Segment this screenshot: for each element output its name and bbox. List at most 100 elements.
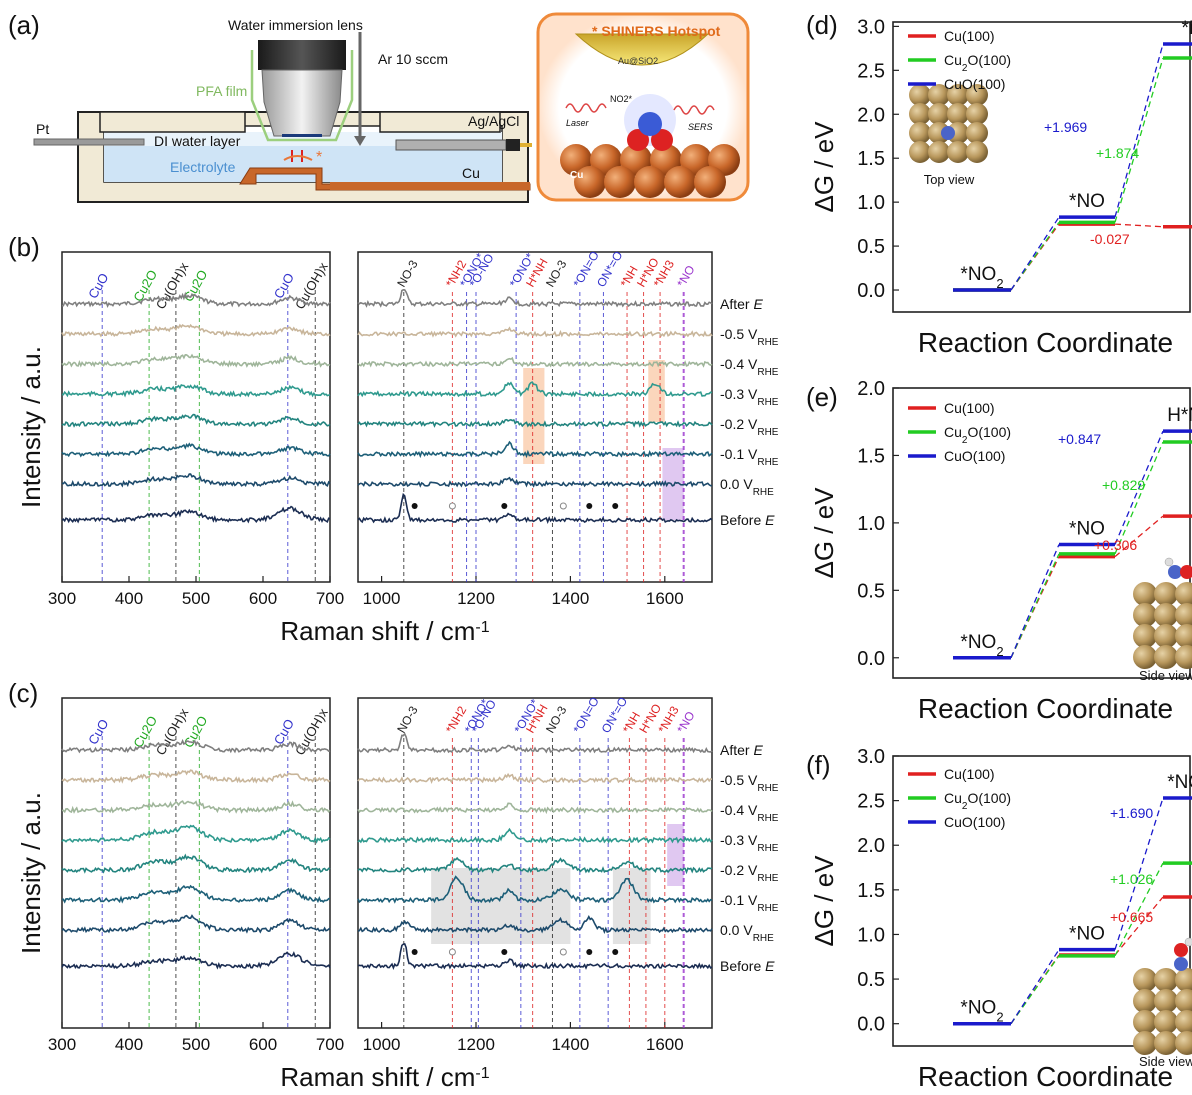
surface-atom	[1133, 603, 1157, 627]
ar-gas-arrow-icon	[354, 136, 366, 146]
panel-d: (d) 0.0 0.5 1.0 1.5 2.0 2.5 3.0 ΔG / eV Reaction…	[806, 10, 1192, 358]
state-label: *NO2	[960, 632, 1003, 659]
raman-spectrum-high	[357, 440, 713, 459]
raman-x-axis-label: Raman shift / cm-1	[280, 1062, 489, 1092]
y-tick-label: 1.0	[857, 192, 885, 214]
rhe-subscript: RHE	[757, 397, 778, 408]
raman-spectrum-high	[357, 732, 713, 754]
raman-spectrum-high	[357, 942, 713, 970]
surface-atom	[928, 84, 950, 106]
state-label: *NO	[1069, 924, 1105, 945]
dft-plot-frame	[892, 755, 1191, 1047]
raman-spectrum-high	[357, 772, 713, 784]
x-axis-unit-exponent: -1	[475, 619, 489, 636]
pt-wire	[33, 138, 145, 146]
surface-atom	[1175, 1031, 1192, 1055]
spectrum-potential-label: -0.2 VRHE	[720, 862, 779, 884]
adsorbate-label: NO2*	[610, 94, 633, 104]
inset-caption: Side view	[1139, 1054, 1192, 1069]
energy-change-annotation: +0.829	[1102, 477, 1145, 493]
legend-label: Cu(100)	[944, 28, 995, 44]
spectrum-potential-label: 0.0 VRHE	[720, 476, 774, 498]
lens-top	[258, 40, 346, 70]
cell-cap-right	[379, 111, 501, 133]
raman-spectrum-low	[61, 442, 331, 458]
h-adsorbate-atom	[1164, 557, 1174, 567]
panel-label-e: (e)	[806, 382, 838, 412]
surface-atom	[1154, 968, 1178, 992]
peak-label: CuO	[85, 716, 111, 747]
x-tick-label: 1400	[551, 1035, 589, 1054]
energy-connector	[1114, 57, 1164, 223]
legend-subscript: 2	[962, 801, 968, 812]
peak-label: NO-3	[394, 703, 421, 735]
energy-change-annotation: -0.027	[1090, 231, 1130, 247]
spectrum-potential-label: After E	[720, 296, 763, 312]
raman-spectrum-low	[61, 473, 331, 488]
x-tick-label: 500	[182, 1035, 210, 1054]
energy-connector	[1114, 43, 1164, 218]
filled-marker-dot	[411, 949, 418, 955]
surface-atom	[1154, 582, 1178, 606]
legend-label: CuO(100)	[944, 76, 1005, 92]
y-tick-label: 0.5	[857, 580, 885, 602]
peak-label: *ON=O	[570, 695, 602, 736]
energy-connector	[1114, 223, 1164, 228]
water-immersion-lens	[261, 69, 343, 137]
spectrum-potential-label: -0.4 VRHE	[720, 356, 779, 378]
surface-atom	[947, 122, 969, 144]
spectrum-potential-label: -0.1 VRHE	[720, 446, 779, 468]
spectrum-potential-label: -0.3 VRHE	[720, 386, 779, 408]
raman-spectrum-low	[61, 413, 331, 428]
panel-label-f: (f)	[806, 750, 831, 780]
energy-change-annotation: +1.690	[1110, 805, 1153, 821]
rhe-subscript: RHE	[757, 427, 778, 438]
x-tick-label: 1600	[646, 1035, 684, 1054]
surface-label: Cu	[570, 170, 583, 181]
y-tick-label: 3.0	[857, 746, 885, 768]
surface-atom	[1175, 989, 1192, 1013]
open-marker-dot	[448, 948, 456, 956]
legend-label: Cu(100)	[944, 400, 995, 416]
raman-spectrum-low	[61, 884, 331, 904]
raman-spectrum-high	[357, 356, 713, 368]
peak-label: CuO	[85, 270, 111, 301]
y-tick-label: 2.0	[857, 378, 885, 400]
highlight-box	[612, 868, 651, 944]
raman-spectrum-high	[357, 418, 713, 428]
state-subscript: 2	[996, 276, 1003, 291]
legend-subscript: 2	[962, 435, 968, 446]
raman-spectrum-high	[357, 802, 713, 815]
surface-atom	[909, 84, 931, 106]
panel-label-a: (a)	[8, 10, 40, 40]
state-subscript: 2	[996, 643, 1003, 658]
y-tick-label: 1.5	[857, 445, 885, 467]
state-label: *NO2	[960, 264, 1003, 291]
surface-atom	[909, 103, 931, 125]
rhe-subscript: RHE	[753, 933, 774, 944]
x-tick-label: 600	[249, 589, 277, 608]
surface-atom	[1175, 624, 1192, 648]
y-tick-label: 2.5	[857, 791, 885, 813]
legend-label: Cu2O(100)	[944, 52, 1011, 74]
raman-x-axis-label: Raman shift / cm-1	[280, 616, 489, 646]
raman-spectrum-high	[357, 288, 713, 308]
surface-atom	[966, 103, 988, 125]
legend-label-rest: O(100)	[967, 790, 1011, 806]
surface-atom	[909, 141, 931, 163]
n-adsorbate-atom	[1168, 565, 1182, 579]
n-adsorbate-atom	[941, 126, 955, 140]
sers-wave-icon	[673, 105, 715, 115]
e-italic: E	[753, 742, 763, 758]
raman-spectrum-low	[61, 353, 331, 368]
legend-label-rest: O(100)	[967, 52, 1011, 68]
surface-atom	[1133, 645, 1157, 669]
o-adsorbate-atom	[1180, 565, 1192, 579]
rhe-subscript: RHE	[757, 903, 778, 914]
spectrum-potential-label: 0.0 VRHE	[720, 922, 774, 944]
inset-caption: Side view	[1139, 668, 1192, 683]
rhe-subscript: RHE	[757, 873, 778, 884]
hotspot-title: * SHINERS Hotspot	[592, 23, 721, 39]
y-tick-label: 0.5	[857, 236, 885, 258]
raman-spectrum-high	[357, 476, 713, 488]
